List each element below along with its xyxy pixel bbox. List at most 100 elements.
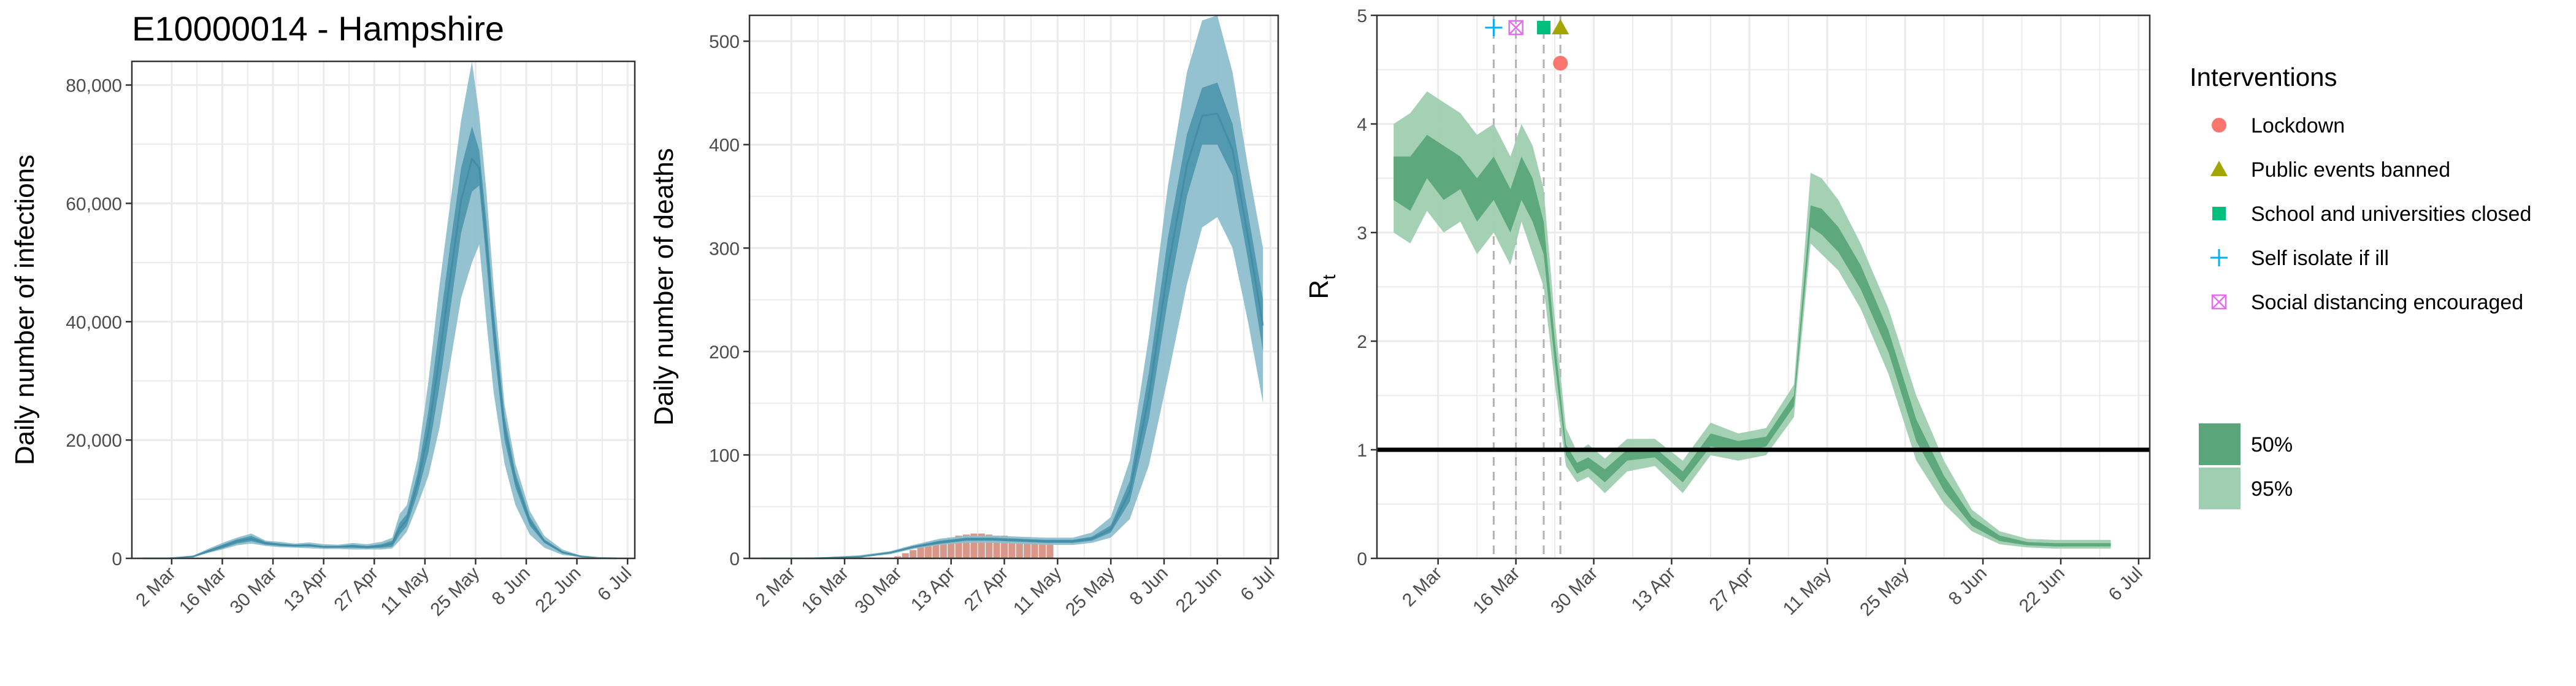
ci-50-band [1393, 134, 2111, 547]
x-tick-label: 22 Jun [1172, 563, 1225, 617]
reported-deaths-bar [962, 534, 970, 558]
reported-deaths-bar [940, 538, 947, 558]
legend-symbol [2210, 249, 2228, 266]
x-tick-label: 8 Jun [1945, 563, 1991, 609]
x-tick-label: 11 May [1010, 563, 1065, 619]
legend-label: School and universities closed [2251, 202, 2531, 226]
legend-title: Interventions [2190, 63, 2337, 91]
y-tick-label: 0 [1357, 549, 1367, 569]
y-tick-label: 4 [1357, 115, 1367, 135]
y-tick-label: 0 [112, 549, 122, 569]
legend-band-swatch [2199, 423, 2241, 465]
x-tick-label: 16 Mar [175, 563, 230, 618]
x-tick-label: 16 Mar [798, 563, 853, 618]
y-tick-label: 1 [1357, 441, 1367, 461]
reported-deaths-bar [910, 550, 917, 558]
x-tick-label: 25 May [1062, 563, 1119, 620]
x-tick-label: 27 Apr [1706, 563, 1758, 615]
x-tick-label: 27 Apr [331, 563, 383, 615]
intervention-marker [1552, 19, 1570, 34]
panel-border [131, 60, 636, 560]
x-tick-label: 16 Mar [1469, 563, 1524, 618]
legend-symbol [2210, 161, 2228, 176]
ci-50-band [142, 126, 617, 559]
legend-label: Public events banned [2251, 158, 2450, 182]
reported-deaths-bar [1016, 538, 1023, 558]
y-tick-label: 80,000 [66, 76, 122, 96]
x-tick-label: 30 Mar [851, 563, 905, 618]
legend-symbol [2212, 118, 2226, 133]
legend-symbol [2212, 207, 2226, 220]
x-tick-label: 8 Jun [488, 563, 534, 609]
y-tick-label: 40,000 [66, 312, 122, 333]
legend-band-label: 50% [2251, 433, 2293, 457]
x-tick-label: 22 Jun [532, 563, 585, 617]
x-tick-label: 22 Jun [2015, 563, 2069, 617]
reported-deaths-bar [1024, 538, 1031, 558]
legend-symbol [2211, 294, 2227, 310]
intervention-marker [1536, 21, 1551, 34]
x-tick-label: 30 Mar [1547, 563, 1601, 618]
reported-deaths-bar [1038, 541, 1046, 558]
y-tick-label: 300 [709, 239, 740, 259]
ci-50-band [761, 82, 1263, 559]
reported-deaths-bar [902, 553, 909, 558]
reported-deaths-bar [1046, 542, 1054, 558]
y-tick-label: 60,000 [66, 194, 122, 214]
y-tick-label: 3 [1357, 223, 1367, 244]
reported-deaths-bar [993, 535, 1000, 558]
y-axis-title: Daily number of infections [10, 155, 40, 465]
y-axis-title: Rt [1304, 274, 1340, 299]
x-tick-label: 11 May [377, 563, 432, 619]
median-line [761, 112, 1264, 560]
panel-border [748, 14, 1279, 560]
reported-deaths-bar [932, 541, 940, 558]
intervention-marker [1485, 19, 1503, 36]
x-tick-label: 27 Apr [960, 563, 1013, 615]
legend-band-label: 95% [2251, 477, 2293, 501]
x-tick-label: 25 May [426, 563, 483, 620]
y-tick-label: 200 [709, 342, 740, 363]
intervention-marker [1508, 20, 1524, 36]
y-tick-label: 100 [709, 445, 740, 466]
reported-deaths-bar [1031, 539, 1038, 558]
rt-panel: 0 1 2 3 4 5 2 Mar 16 Mar 30 Mar 13 Apr 27 Apr 11 Ma… [1304, 6, 2151, 620]
reported-deaths-bar [924, 544, 932, 558]
reported-deaths-bar [970, 533, 978, 558]
reported-deaths-bar [986, 534, 993, 558]
reported-deaths-bar [894, 556, 902, 558]
x-tick-label: 13 Apr [907, 563, 959, 615]
x-tick-label: 8 Jun [1126, 563, 1172, 609]
y-axis-title: Daily number of deaths [649, 148, 679, 425]
x-tick-label: 13 Apr [1628, 563, 1680, 615]
reported-deaths-bar [978, 533, 985, 558]
x-tick-label: 2 Mar [132, 563, 180, 611]
y-tick-label: 0 [729, 549, 740, 569]
y-tick-label: 400 [709, 136, 740, 156]
x-tick-label: 2 Mar [1398, 563, 1446, 611]
ci-95-band [1393, 91, 2111, 549]
reported-deaths-bar [917, 547, 924, 558]
reported-deaths-bar [1008, 538, 1016, 558]
x-tick-label: 11 May [1779, 563, 1835, 619]
x-tick-label: 6 Jul [1236, 563, 1278, 605]
panel-border [1376, 14, 2151, 560]
x-tick-label: 25 May [1856, 563, 1913, 620]
ci-95-band [142, 61, 617, 558]
legend-label: Self isolate if ill [2251, 247, 2389, 270]
x-tick-label: 6 Jul [594, 563, 635, 605]
x-tick-label: 30 Mar [226, 563, 281, 618]
interventions-legend: Interventions Lockdown Public events bann… [2190, 63, 2531, 509]
x-tick-label: 6 Jul [2105, 563, 2147, 605]
panel-title: E10000014 - Hampshire [132, 9, 504, 48]
ci-95-band [761, 15, 1263, 558]
x-tick-label: 13 Apr [280, 563, 332, 615]
intervention-marker [1553, 56, 1568, 71]
reported-deaths-bar [955, 535, 962, 558]
x-tick-label: 2 Mar [752, 563, 800, 611]
y-tick-label: 2 [1357, 332, 1367, 352]
